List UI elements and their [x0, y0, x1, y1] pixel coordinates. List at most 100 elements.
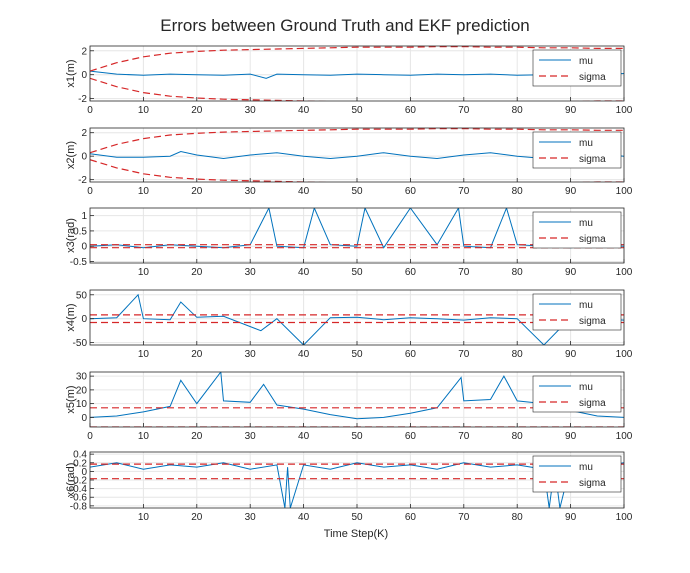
- legend-label-mu: mu: [579, 462, 593, 473]
- x-tick-label: 0: [87, 431, 93, 442]
- x-tick-label: 60: [405, 431, 417, 442]
- x-tick-label: 40: [298, 431, 310, 442]
- x-tick-label: 100: [616, 512, 633, 523]
- y-tick-label: 30: [76, 372, 88, 383]
- y-tick-label: 10: [76, 399, 88, 410]
- x-tick-label: 40: [298, 105, 310, 116]
- x-tick-label: 30: [245, 186, 257, 197]
- subplot-5: 0 10 20 30 40 50 60 70 80 90 100 0 10 20 30 x5(m) mu sigm…: [65, 371, 633, 442]
- x-tick-label: 40: [298, 512, 310, 523]
- x-tick-label: 10: [138, 186, 150, 197]
- x-tick-label: 90: [565, 512, 577, 523]
- x-tick-label: 100: [616, 267, 633, 278]
- x-tick-label: 60: [405, 349, 417, 360]
- legend-label-sigma: sigma: [579, 478, 606, 489]
- x-tick-label: 100: [616, 105, 633, 116]
- x-tick-label: 50: [351, 267, 363, 278]
- legend-label-mu: mu: [579, 138, 593, 149]
- x-tick-label: 20: [191, 267, 203, 278]
- subplot-3: 10 20 30 40 50 60 70 80 90 100 -0.5 0 0.5 1 x3(rad) mu s…: [65, 207, 633, 278]
- legend: mu sigma: [532, 455, 622, 493]
- y-tick-label: -0.4: [70, 484, 88, 495]
- y-tick-label: -2: [78, 94, 87, 105]
- legend-box: [532, 49, 622, 87]
- y-tick-label: -0.6: [70, 493, 88, 504]
- x-tick-label: 20: [191, 186, 203, 197]
- y-axis-label: x1(m): [65, 59, 77, 87]
- x-tick-label: 20: [191, 512, 203, 523]
- y-tick-label: 0: [81, 467, 87, 478]
- series-line-mu: [90, 372, 624, 420]
- series-line-sigma: [90, 46, 624, 72]
- y-tick-label: 0: [81, 152, 87, 163]
- series-line-sigma: [90, 128, 624, 154]
- x-tick-label: 90: [565, 105, 577, 116]
- y-tick-label: 50: [76, 290, 88, 301]
- y-tick-label: -2: [78, 175, 87, 186]
- x-tick-label: 80: [512, 349, 524, 360]
- legend-label-mu: mu: [579, 218, 593, 229]
- y-tick-label: 0.2: [73, 458, 87, 469]
- legend: mu sigma: [532, 49, 622, 87]
- series-line-mu: [90, 150, 624, 160]
- legend-box: [532, 455, 622, 493]
- y-tick-label: 20: [76, 385, 88, 396]
- legend-box: [532, 131, 622, 169]
- series-line-mu: [90, 208, 624, 249]
- x-tick-label: 20: [191, 431, 203, 442]
- x-tick-label: 80: [512, 512, 524, 523]
- x-tick-label: 10: [138, 349, 150, 360]
- y-tick-label: 0: [81, 413, 87, 424]
- x-tick-label: 70: [458, 267, 470, 278]
- y-tick-label: -0.5: [70, 257, 88, 268]
- y-tick-label: 2: [81, 128, 87, 139]
- x-tick-label: 50: [351, 105, 363, 116]
- x-tick-label: 80: [512, 186, 524, 197]
- legend-label-mu: mu: [579, 56, 593, 67]
- x-tick-label: 0: [87, 186, 93, 197]
- legend-label-mu: mu: [579, 382, 593, 393]
- x-tick-label: 40: [298, 186, 310, 197]
- legend-label-sigma: sigma: [579, 72, 606, 83]
- x-tick-label: 60: [405, 267, 417, 278]
- legend-label-mu: mu: [579, 300, 593, 311]
- x-tick-label: 80: [512, 105, 524, 116]
- x-tick-label: 10: [138, 105, 150, 116]
- legend-box: [532, 293, 622, 331]
- x-tick-label: 30: [245, 512, 257, 523]
- x-tick-label: 100: [616, 349, 633, 360]
- subplot-4: 10 20 30 40 50 60 70 80 90 100 -50 0 50 x4(m) mu sigma: [65, 289, 633, 360]
- x-tick-label: 0: [87, 105, 93, 116]
- y-tick-label: 1: [81, 211, 87, 222]
- x-tick-label: 90: [565, 186, 577, 197]
- x-tick-label: 70: [458, 105, 470, 116]
- series-line-sigma-lower: [90, 77, 624, 101]
- y-axis-label: x4(m): [65, 303, 77, 331]
- x-tick-label: 30: [245, 431, 257, 442]
- x-tick-label: 70: [458, 431, 470, 442]
- y-tick-label: 0.4: [73, 450, 87, 461]
- y-tick-label: 0: [81, 314, 87, 325]
- x-tick-label: 30: [245, 105, 257, 116]
- legend-box: [532, 211, 622, 249]
- x-axis-label: Time Step(K): [324, 528, 388, 540]
- x-tick-label: 60: [405, 105, 417, 116]
- x-tick-label: 90: [565, 267, 577, 278]
- y-axis-label: x3(rad): [65, 218, 77, 253]
- x-tick-label: 100: [616, 186, 633, 197]
- x-tick-label: 20: [191, 349, 203, 360]
- y-axis-label: x2(m): [65, 141, 77, 169]
- x-tick-label: 80: [512, 431, 524, 442]
- x-tick-label: 10: [138, 512, 150, 523]
- legend: mu sigma: [532, 375, 622, 413]
- y-tick-label: -50: [73, 338, 88, 349]
- legend-box: [532, 375, 622, 413]
- series-line-mu: [90, 70, 624, 79]
- series-line-mu: [90, 293, 624, 345]
- y-axis-label: x6(rad): [65, 463, 77, 498]
- x-tick-label: 90: [565, 349, 577, 360]
